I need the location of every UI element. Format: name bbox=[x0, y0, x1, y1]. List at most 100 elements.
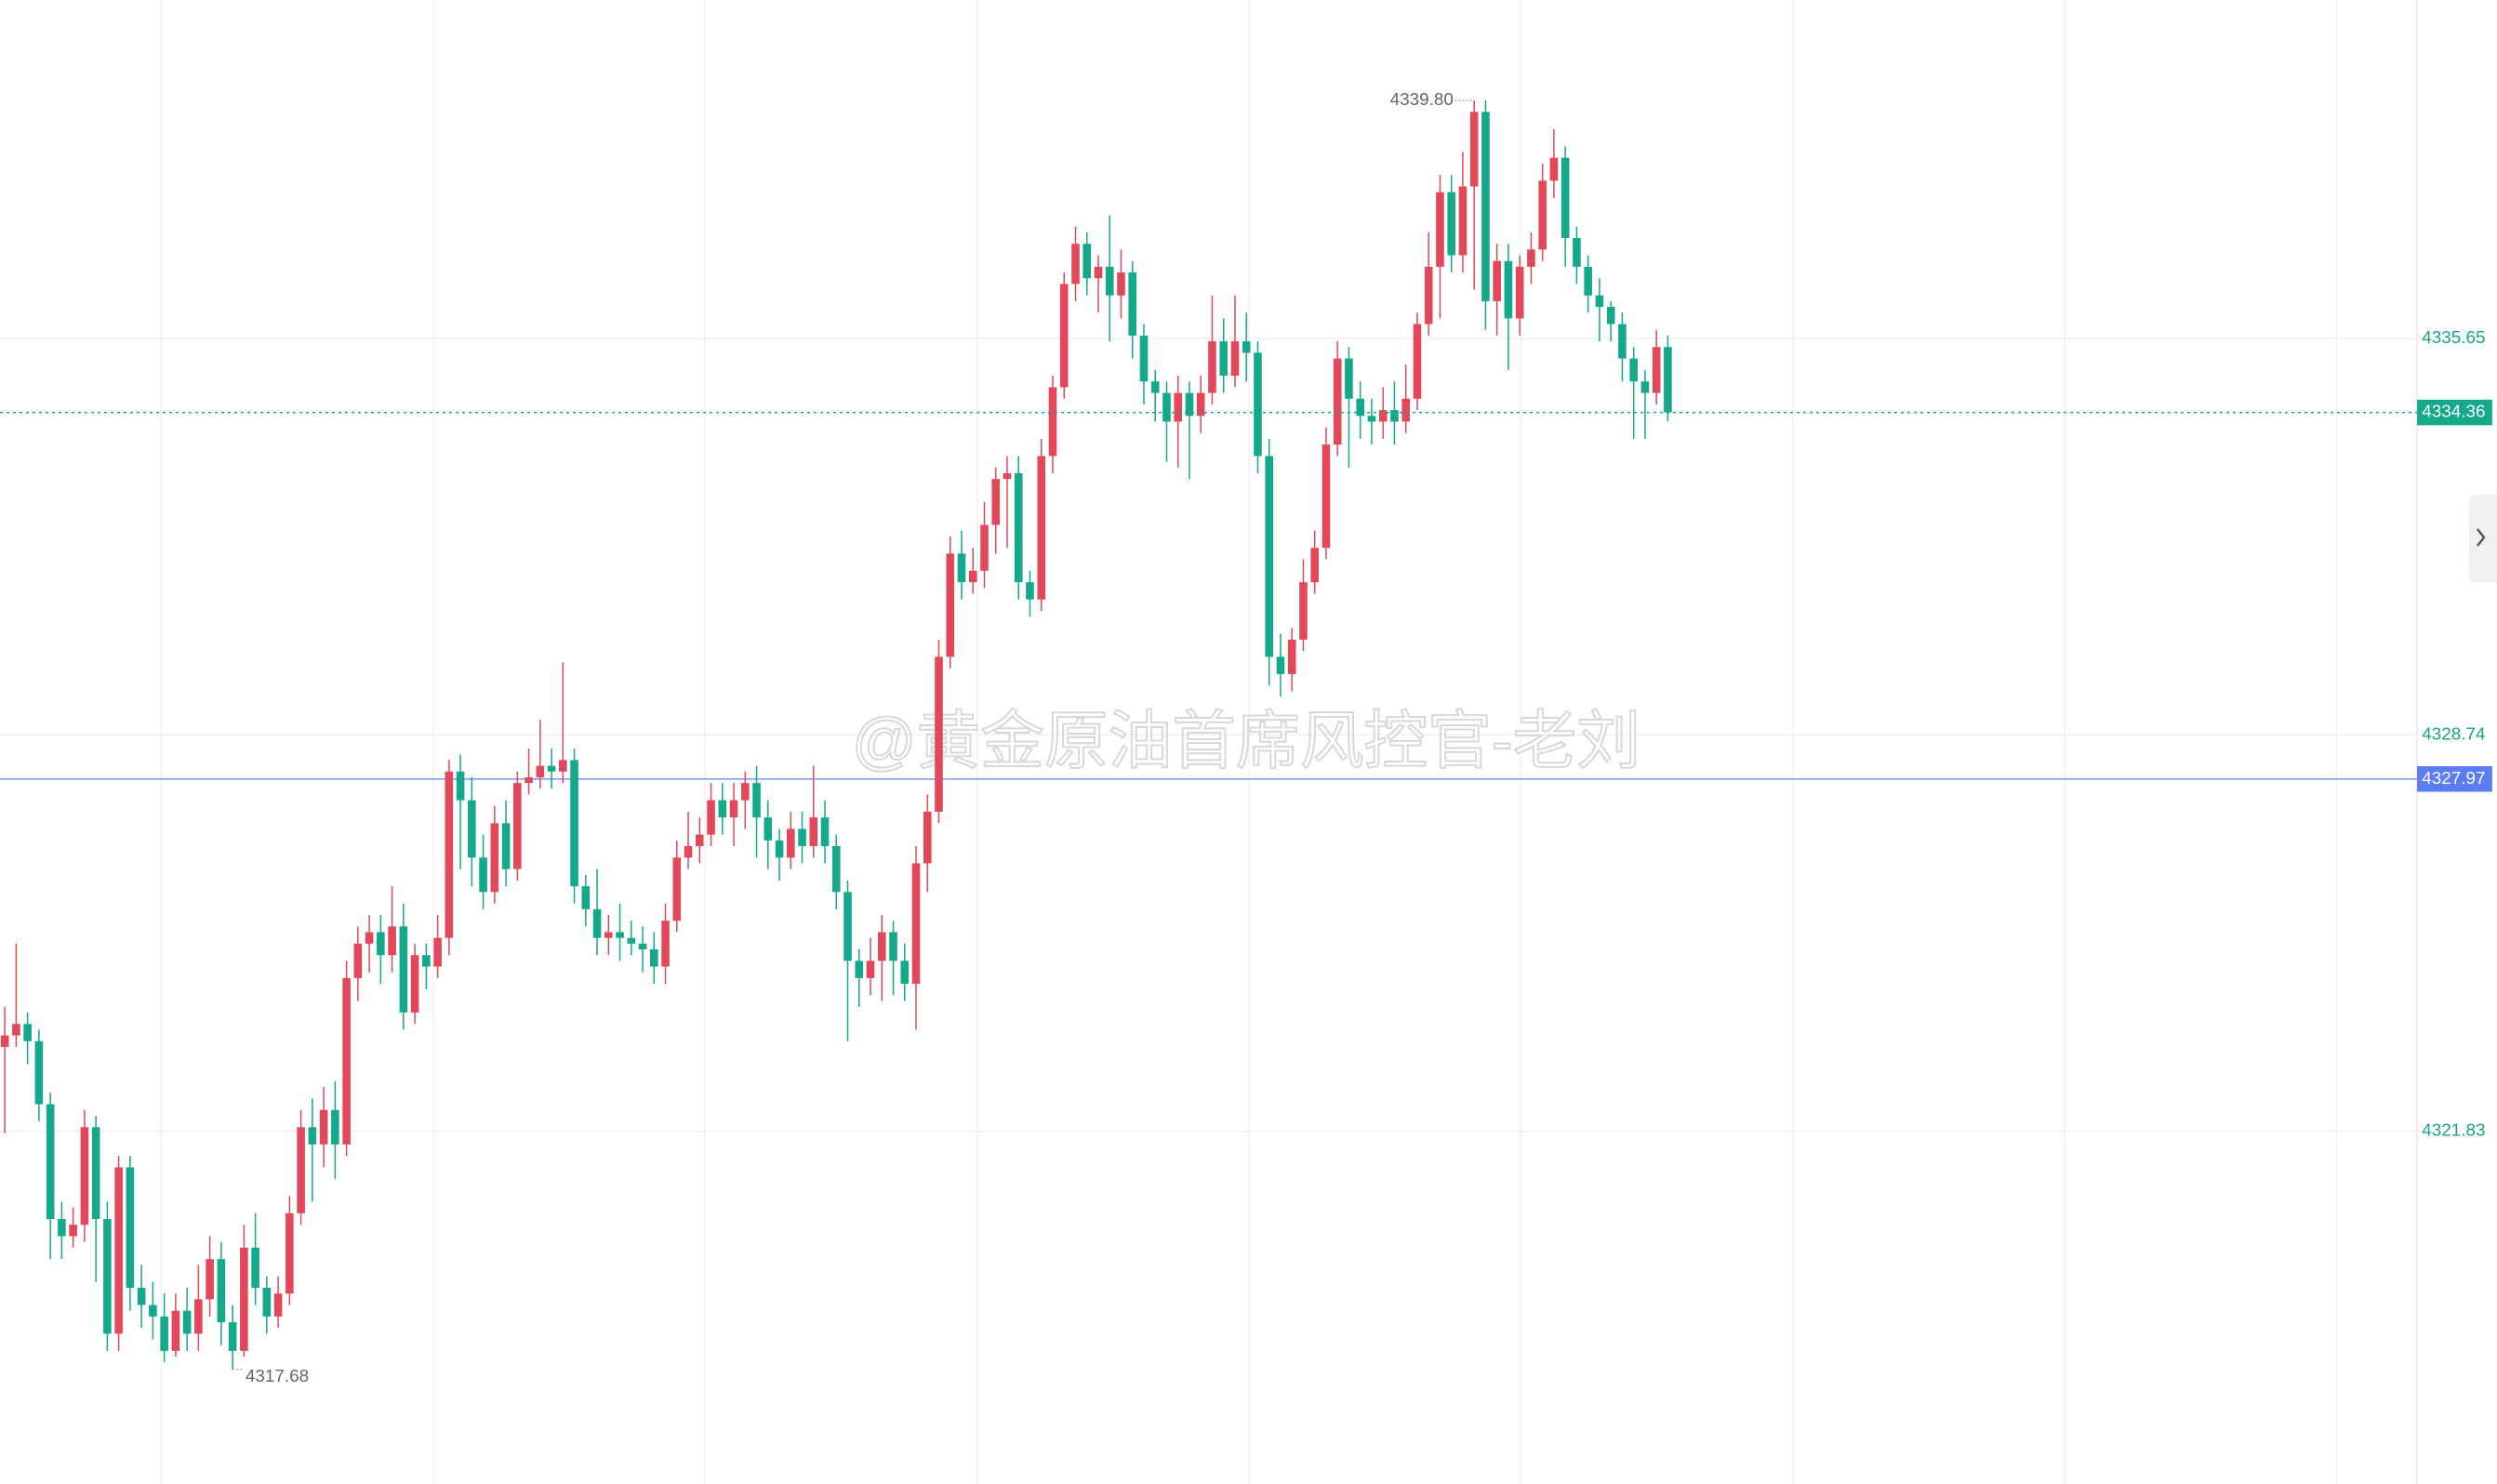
candle bbox=[581, 874, 591, 927]
max-marker-label: 4339.80 bbox=[1390, 90, 1454, 110]
candle-body bbox=[968, 570, 977, 583]
candle-body bbox=[696, 834, 704, 846]
candle bbox=[1538, 163, 1547, 261]
candle bbox=[831, 834, 841, 909]
candle-body bbox=[58, 1218, 66, 1237]
candle-body bbox=[1208, 341, 1216, 393]
candle-body bbox=[877, 932, 886, 961]
candle-body bbox=[1458, 186, 1468, 256]
candle-body bbox=[923, 811, 932, 864]
candle-body bbox=[342, 977, 351, 1145]
candle-body bbox=[536, 765, 545, 777]
candle-body bbox=[1059, 284, 1069, 388]
candle bbox=[479, 834, 487, 909]
candle-body bbox=[672, 857, 682, 921]
candle-body bbox=[684, 845, 693, 858]
y-tick-label: 4321.83 bbox=[2422, 1121, 2485, 1141]
candle-body bbox=[194, 1299, 203, 1334]
candle bbox=[1026, 570, 1034, 617]
candle-body bbox=[1071, 244, 1080, 285]
candle-body bbox=[820, 817, 830, 846]
candle-body bbox=[69, 1225, 77, 1237]
candle bbox=[331, 1080, 339, 1179]
candle-body bbox=[319, 1109, 328, 1145]
candle bbox=[377, 915, 385, 985]
candle bbox=[342, 961, 351, 1157]
candle bbox=[740, 771, 750, 829]
candle bbox=[855, 949, 864, 1007]
candle bbox=[1139, 324, 1149, 404]
side-tab[interactable] bbox=[2469, 495, 2497, 582]
candle-body bbox=[388, 926, 396, 956]
candle bbox=[592, 868, 602, 956]
candle-body bbox=[399, 926, 408, 1013]
candle-body bbox=[126, 1167, 135, 1289]
candle-body bbox=[1515, 266, 1524, 319]
candle-body bbox=[1287, 639, 1296, 674]
candle bbox=[1595, 278, 1604, 342]
candle bbox=[809, 765, 818, 858]
candle-body bbox=[114, 1167, 123, 1334]
candle-body bbox=[1561, 157, 1570, 239]
candle-body bbox=[980, 524, 989, 571]
candle-body bbox=[1573, 238, 1581, 267]
candle bbox=[490, 805, 499, 904]
candle bbox=[820, 800, 830, 864]
candle bbox=[616, 903, 624, 961]
candle-body bbox=[1265, 456, 1274, 657]
candle bbox=[1071, 226, 1080, 301]
candle bbox=[137, 1265, 146, 1329]
candle bbox=[513, 771, 522, 881]
candle-body bbox=[1254, 352, 1262, 457]
candle-body bbox=[638, 943, 647, 950]
candle-body bbox=[422, 955, 431, 967]
candle-body bbox=[1538, 180, 1547, 250]
candle bbox=[182, 1288, 192, 1351]
candle bbox=[672, 840, 682, 933]
candle-body bbox=[946, 553, 955, 657]
candle bbox=[1048, 376, 1057, 473]
candle bbox=[661, 903, 670, 985]
candle bbox=[650, 932, 658, 985]
candle-body bbox=[1595, 295, 1604, 308]
candle bbox=[1105, 215, 1114, 342]
candle bbox=[752, 765, 761, 858]
candle bbox=[764, 800, 773, 869]
candle bbox=[262, 1276, 272, 1334]
candle bbox=[696, 817, 704, 864]
candle-body bbox=[1082, 244, 1092, 279]
candle bbox=[1299, 559, 1308, 652]
candle bbox=[160, 1293, 168, 1363]
candle-body bbox=[957, 553, 966, 583]
watermark: @黄金原油首席风控官-老刘 bbox=[852, 705, 1640, 776]
candle-body bbox=[331, 1109, 339, 1145]
candle-body bbox=[592, 908, 602, 938]
candle-body bbox=[525, 776, 533, 784]
candle bbox=[58, 1201, 66, 1260]
candle-body bbox=[843, 892, 852, 961]
candle-body bbox=[1606, 307, 1615, 325]
candle-body bbox=[559, 760, 567, 772]
candle bbox=[900, 943, 910, 1001]
candle-body bbox=[1105, 266, 1114, 296]
candle-body bbox=[171, 1310, 180, 1351]
candle-body bbox=[0, 1035, 9, 1047]
candle bbox=[1573, 226, 1581, 285]
candle bbox=[228, 1305, 237, 1370]
candle bbox=[946, 536, 955, 669]
candle bbox=[1527, 232, 1535, 285]
candle-body bbox=[1356, 398, 1364, 417]
candle bbox=[707, 783, 715, 846]
candle bbox=[547, 749, 556, 789]
candle-body bbox=[764, 817, 773, 841]
candle bbox=[1401, 364, 1410, 433]
candle-body bbox=[740, 783, 750, 801]
candle bbox=[69, 1207, 77, 1248]
candle-body bbox=[501, 823, 511, 869]
candle bbox=[1504, 244, 1513, 370]
candle-body bbox=[809, 817, 818, 846]
candle-body bbox=[468, 800, 476, 858]
side-tab-arrow[interactable] bbox=[2477, 528, 2486, 547]
candle bbox=[273, 1276, 283, 1329]
